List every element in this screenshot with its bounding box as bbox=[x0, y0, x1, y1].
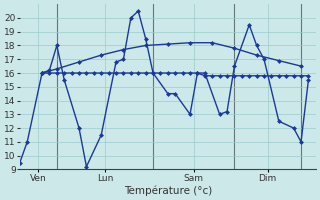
X-axis label: Température (°c): Température (°c) bbox=[124, 185, 212, 196]
